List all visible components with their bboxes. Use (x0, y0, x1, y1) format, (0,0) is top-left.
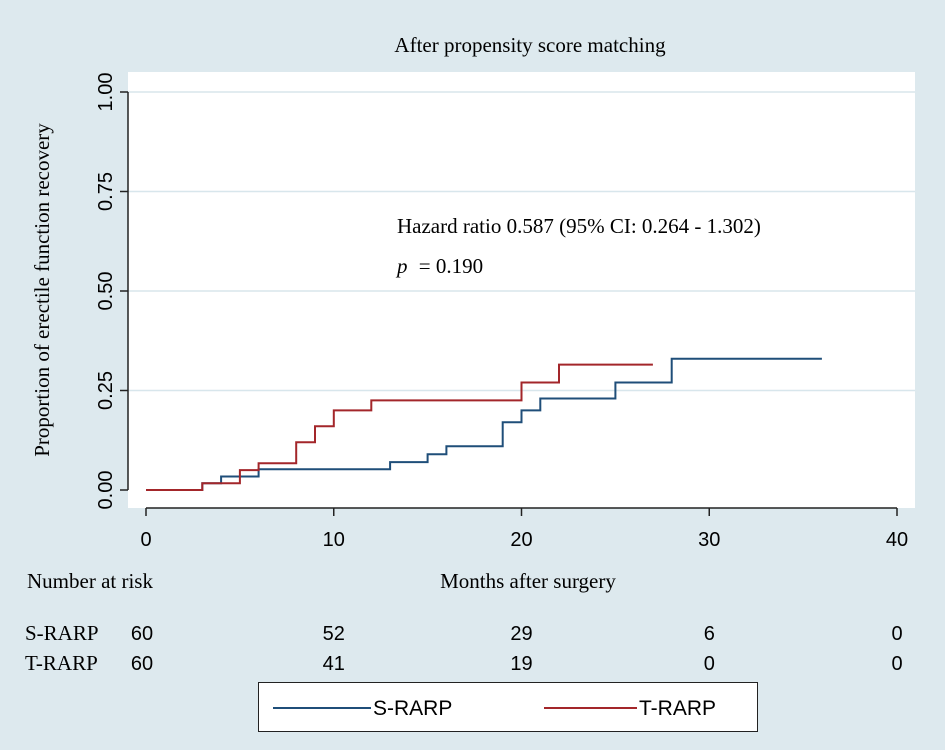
risk-value-s-rarp-30: 6 (704, 623, 715, 645)
p-symbol: p (395, 254, 408, 278)
legend-content: S-RARP T-RARP (273, 697, 716, 720)
legend-label-s-rarp: S-RARP (373, 697, 452, 720)
x-tick-label-0: 0 (140, 529, 151, 551)
risk-value-t-rarp-30: 0 (704, 653, 715, 675)
y-tick-label-3: 0.75 (95, 172, 117, 211)
risk-value-t-rarp-40: 0 (891, 653, 902, 675)
risk-value-t-rarp-10: 41 (323, 653, 345, 675)
y-axis-label: Proportion of erectile function recovery (30, 123, 54, 457)
risk-row-label-s-rarp: S-RARP (25, 621, 99, 645)
chart-title: After propensity score matching (394, 33, 666, 57)
x-tick-label-2: 20 (510, 529, 532, 551)
p-value: = 0.190 (419, 254, 483, 278)
risk-value-s-rarp-40: 0 (891, 623, 902, 645)
risk-value-s-rarp-0: 60 (131, 623, 153, 645)
x-tick-label-1: 10 (323, 529, 345, 551)
x-axis-label: Months after surgery (440, 569, 616, 593)
risk-table: S-RARP 60 52 29 6 0T-RARP 60 41 19 0 0 (25, 621, 903, 675)
y-tick-label-0: 0.00 (95, 471, 117, 510)
y-tick-label-1: 0.25 (95, 371, 117, 410)
x-tick-label-4: 40 (886, 529, 908, 551)
risk-table-header: Number at risk (27, 569, 153, 593)
risk-value-s-rarp-10: 52 (323, 623, 345, 645)
series-lines (146, 357, 822, 491)
risk-row-label-t-rarp: T-RARP (25, 651, 98, 675)
plot-area (128, 72, 915, 508)
legend: S-RARP T-RARP (258, 682, 758, 732)
p-value-annotation: p = 0.190 (395, 254, 483, 278)
legend-label-t-rarp: T-RARP (639, 697, 716, 720)
y-tick-label-4: 1.00 (95, 73, 117, 112)
x-axis: 0 10 20 30 40 (140, 507, 908, 551)
risk-value-t-rarp-0: 60 (131, 653, 153, 675)
y-axis: 0.00 0.25 0.50 0.75 1.00 (95, 73, 129, 510)
risk-value-s-rarp-20: 29 (510, 623, 532, 645)
risk-value-t-rarp-20: 19 (510, 653, 532, 675)
series-line-s-rarp (146, 357, 822, 491)
hazard-ratio-annotation: Hazard ratio 0.587 (95% CI: 0.264 - 1.30… (397, 214, 761, 238)
series-line-t-rarp (146, 363, 653, 491)
y-tick-label-2: 0.50 (95, 272, 117, 311)
x-tick-label-3: 30 (698, 529, 720, 551)
